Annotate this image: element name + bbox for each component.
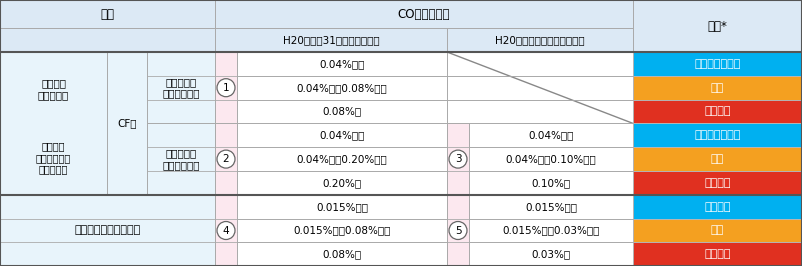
Bar <box>215 52 237 123</box>
Text: 使用禁止: 使用禁止 <box>704 249 731 259</box>
Bar <box>0 0 215 28</box>
Bar <box>0 195 215 266</box>
Bar <box>237 219 447 242</box>
Bar <box>633 242 802 266</box>
Bar <box>215 123 237 195</box>
Text: 半密閉式
ガスバーナー
付ふろがま: 半密閉式 ガスバーナー 付ふろがま <box>36 141 71 174</box>
Text: 0.10%超: 0.10%超 <box>532 178 570 188</box>
Bar <box>215 28 447 52</box>
Text: 0.015%超　0.08%以下: 0.015%超 0.08%以下 <box>294 226 391 235</box>
Bar <box>237 52 447 76</box>
Bar <box>237 147 447 171</box>
Bar <box>147 52 215 123</box>
Text: 0.04%以下: 0.04%以下 <box>319 130 365 140</box>
Text: 区分: 区分 <box>100 7 115 20</box>
Bar <box>237 195 447 219</box>
Text: 半密閉式
ガス湯沸器: 半密閉式 ガス湯沸器 <box>38 78 69 100</box>
Text: 不完全燃焼
防止装置なし: 不完全燃焼 防止装置なし <box>162 77 200 98</box>
Bar <box>237 242 447 266</box>
Bar <box>469 242 633 266</box>
Text: 1: 1 <box>223 83 229 93</box>
Circle shape <box>449 150 467 168</box>
Bar <box>469 123 633 147</box>
Text: 使用禁止: 使用禁止 <box>704 178 731 188</box>
Bar <box>447 195 469 266</box>
Bar <box>633 99 802 123</box>
Bar <box>633 123 802 147</box>
Circle shape <box>217 150 235 168</box>
Bar <box>0 28 215 52</box>
Bar <box>633 195 802 219</box>
Text: 0.015%以下: 0.015%以下 <box>316 202 368 212</box>
Text: 0.04%以下: 0.04%以下 <box>529 130 573 140</box>
Text: 開放式ガス瞬間湯沸器: 開放式ガス瞬間湯沸器 <box>75 226 140 235</box>
Text: 給気・換気注意: 給気・換気注意 <box>695 130 741 140</box>
Text: 0.015%以下: 0.015%以下 <box>525 202 577 212</box>
Bar <box>633 219 802 242</box>
Text: 危険: 危険 <box>711 226 724 235</box>
Bar <box>447 99 633 123</box>
Bar <box>215 195 237 266</box>
Text: 0.04%超　0.10%以下: 0.04%超 0.10%以下 <box>505 154 597 164</box>
Text: 0.08%超: 0.08%超 <box>322 249 362 259</box>
Bar <box>633 76 802 99</box>
Text: 危険: 危険 <box>711 83 724 93</box>
Bar <box>447 52 633 76</box>
Bar <box>0 52 107 195</box>
Text: 0.015%超　0.03%以下: 0.015%超 0.03%以下 <box>502 226 600 235</box>
Text: 使用注意: 使用注意 <box>704 202 731 212</box>
Text: 4: 4 <box>223 226 229 235</box>
Bar <box>469 147 633 171</box>
Bar <box>447 28 633 52</box>
Text: CO濃度測定値: CO濃度測定値 <box>398 7 450 20</box>
Text: H20年４月１日以降の製造品: H20年４月１日以降の製造品 <box>495 35 585 45</box>
Text: 0.04%超　0.20%以下: 0.04%超 0.20%以下 <box>297 154 387 164</box>
Bar <box>469 195 633 219</box>
Text: 0.03%超: 0.03%超 <box>532 249 570 259</box>
Bar <box>633 171 802 195</box>
Bar <box>633 147 802 171</box>
Text: 判定*: 判定* <box>707 19 727 32</box>
Bar <box>469 171 633 195</box>
Text: 使用禁止: 使用禁止 <box>704 106 731 117</box>
Text: 給気・換気注意: 給気・換気注意 <box>695 59 741 69</box>
Text: 5: 5 <box>455 226 461 235</box>
Circle shape <box>449 222 467 239</box>
Circle shape <box>217 79 235 97</box>
Text: 危険: 危険 <box>711 154 724 164</box>
Text: 0.20%超: 0.20%超 <box>322 178 362 188</box>
Bar <box>107 52 147 195</box>
Text: 2: 2 <box>223 154 229 164</box>
Circle shape <box>217 222 235 239</box>
Bar <box>237 76 447 99</box>
Bar <box>147 123 215 195</box>
Text: H20年３月31日までの製造品: H20年３月31日までの製造品 <box>282 35 379 45</box>
Bar <box>237 123 447 147</box>
Text: CF式: CF式 <box>117 118 137 128</box>
Bar <box>447 76 633 99</box>
Bar <box>469 219 633 242</box>
Text: 0.08%超: 0.08%超 <box>322 106 362 117</box>
Bar <box>237 99 447 123</box>
Bar <box>447 123 469 195</box>
Text: 0.04%以下: 0.04%以下 <box>319 59 365 69</box>
Bar <box>237 171 447 195</box>
Text: 0.04%超　0.08%以下: 0.04%超 0.08%以下 <box>297 83 387 93</box>
Text: 不完全燃焼
防止装置あり: 不完全燃焼 防止装置あり <box>162 148 200 170</box>
Bar <box>633 0 802 52</box>
Bar <box>633 52 802 76</box>
Text: 3: 3 <box>455 154 461 164</box>
Bar <box>215 0 633 28</box>
